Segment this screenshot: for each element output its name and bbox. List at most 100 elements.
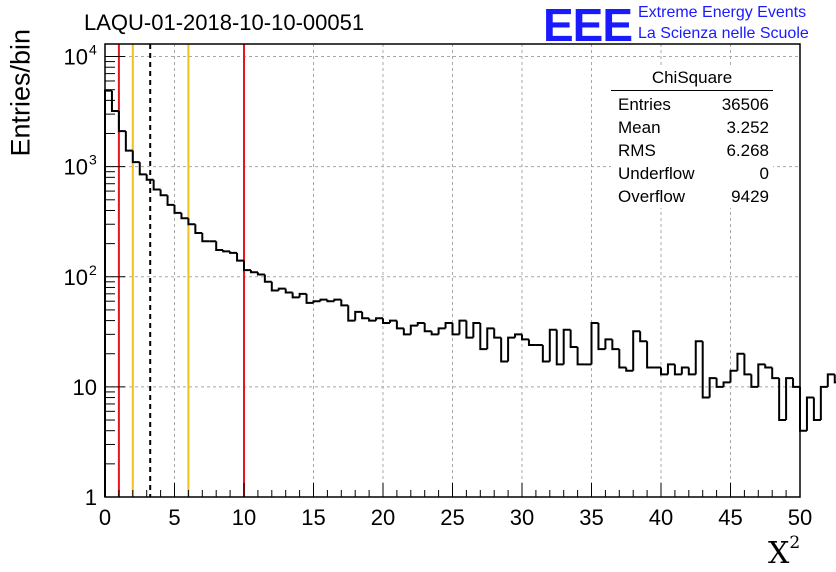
histogram-bin [312, 300, 321, 303]
histogram-bin [458, 319, 467, 335]
histogram-bin [785, 377, 794, 421]
stats-row: Overflow 9429 [611, 185, 773, 208]
histogram-bin [375, 317, 383, 321]
histogram-bin [277, 287, 286, 291]
x-tick-label: 35 [579, 505, 603, 530]
histogram-bin [660, 367, 668, 376]
x-tick-label: 30 [510, 505, 534, 530]
x-axis-label: X2 [768, 533, 801, 571]
chart-title: LAQU-01-2018-10-10-00051 [84, 10, 365, 35]
stats-value: 3.252 [726, 118, 769, 137]
histogram-bin [326, 299, 335, 303]
histogram-bin [479, 323, 488, 351]
histogram-bin [256, 272, 265, 276]
histogram-bin [680, 366, 689, 375]
histogram-bin [639, 331, 648, 343]
histogram-bin [743, 353, 752, 376]
histogram-bin [145, 174, 154, 181]
histogram-bin [117, 111, 126, 133]
histogram-bin [388, 319, 397, 324]
histogram-bin [472, 322, 481, 338]
histogram-bin [215, 241, 224, 252]
histogram-bin [236, 252, 244, 262]
histogram-bin [319, 298, 328, 302]
histogram-bin [708, 377, 717, 398]
stats-row: Mean 3.252 [611, 116, 773, 139]
histogram-bin [701, 341, 710, 399]
histogram-bin [507, 336, 516, 362]
histogram-bin [291, 292, 300, 299]
histogram-bin [611, 339, 620, 351]
stats-value: 0 [759, 164, 769, 183]
stats-label: RMS [618, 141, 656, 160]
y-tick-label: 1 [85, 485, 97, 510]
histogram-bin [673, 364, 682, 376]
x-tick-label: 20 [371, 505, 395, 530]
histogram-bin [347, 305, 356, 322]
histogram-bin [555, 329, 564, 366]
histogram-bin [249, 270, 258, 274]
histogram-bin [833, 374, 836, 384]
histogram-bin [159, 189, 168, 197]
stats-label: Mean [618, 118, 661, 137]
stats-row: Underflow 0 [611, 162, 773, 185]
x-tick-label: 45 [718, 505, 742, 530]
histogram-bin [465, 320, 474, 339]
histogram-bin [340, 299, 349, 307]
y-tick-exponent: 4 [89, 42, 97, 58]
histogram-bin [110, 90, 119, 113]
histogram-bin [541, 345, 550, 363]
histogram-bin [500, 337, 509, 363]
histogram-bin [736, 352, 745, 371]
histogram-bin [131, 150, 140, 164]
stats-label: Entries [618, 95, 671, 114]
histogram-bin [597, 323, 606, 351]
histogram-bin [402, 328, 411, 336]
histogram-bin [625, 367, 634, 372]
x-tick-label: 15 [301, 505, 325, 530]
x-tick-label: 5 [168, 505, 180, 530]
histogram-bin [152, 179, 161, 191]
histogram-bin [138, 162, 147, 176]
histogram-bin [361, 311, 370, 320]
histogram-bin [423, 323, 432, 333]
histogram-bin [576, 347, 585, 366]
histogram-bin [771, 367, 780, 380]
histogram-bin [395, 320, 404, 330]
histogram-bin [124, 131, 133, 152]
x-tick-label: 10 [232, 505, 256, 530]
histogram-bin [750, 374, 759, 388]
histogram-bin [187, 218, 196, 226]
histogram-bin [382, 318, 390, 325]
y-axis-label: Entries/bin [5, 28, 36, 157]
x-tick-label: 0 [99, 505, 111, 530]
histogram-bin [632, 330, 641, 371]
histogram-bin [548, 328, 557, 362]
x-tick-label: 40 [649, 505, 673, 530]
histogram-bin [194, 224, 203, 234]
histogram-bin [562, 328, 571, 365]
histogram-bin [416, 322, 425, 326]
histogram-bin [778, 378, 787, 422]
histogram-bin [819, 385, 828, 421]
histogram-bin [514, 333, 522, 338]
histogram-bin [333, 298, 342, 302]
histogram-bin [729, 369, 738, 383]
histogram-bin [722, 381, 731, 387]
stats-label: Overflow [618, 187, 686, 206]
histogram-bin [646, 341, 655, 369]
stats-value: 36506 [721, 95, 769, 114]
histogram-bin [799, 386, 807, 432]
histogram-bin [569, 329, 578, 349]
histogram-bin [263, 274, 272, 283]
histogram-bin [805, 396, 814, 431]
histogram-bin [222, 250, 231, 253]
histogram-bin [270, 281, 279, 292]
x-axis-label-base: X [768, 536, 790, 571]
y-tick-label: 10 [64, 45, 88, 70]
x-axis-label-exponent: 2 [789, 533, 801, 553]
histogram-bin [284, 288, 293, 294]
histogram-bin [201, 232, 210, 243]
y-tick-label: 10 [64, 155, 88, 180]
histogram-bin [604, 338, 613, 350]
